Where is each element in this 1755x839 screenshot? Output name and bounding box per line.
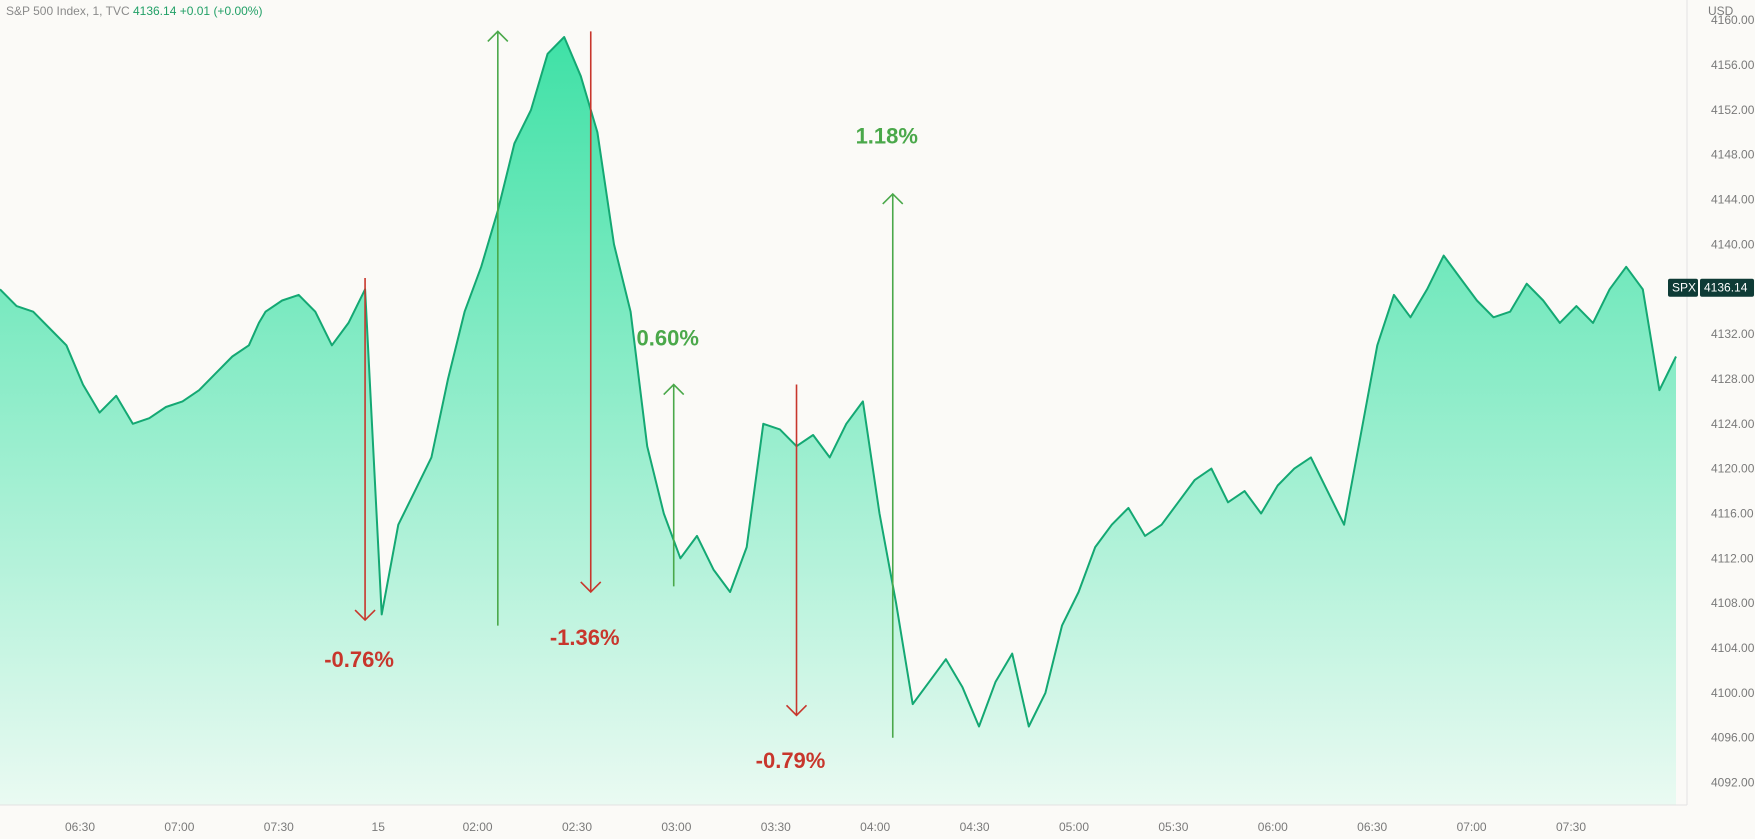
price-line: [0, 36, 1677, 728]
badge-value: 4136.14: [1704, 281, 1748, 295]
price-tick-label: 4116.00: [1711, 507, 1754, 521]
percent-change-label: -1.36%: [550, 625, 620, 650]
time-tick-label: 07:30: [264, 820, 294, 834]
percent-change-label: 1.18%: [856, 124, 918, 149]
arrow-up-icon: [487, 30, 509, 42]
price-tick-label: 4100.00: [1711, 686, 1755, 700]
price-tick-label: 4096.00: [1711, 731, 1755, 745]
percent-change-label: -0.76%: [324, 647, 394, 672]
move-annotation: -1.36%: [550, 31, 620, 650]
time-tick-label: 07:00: [1457, 820, 1487, 834]
move-annotation: -0.79%: [756, 384, 826, 773]
chart-header: S&P 500 Index, 1, TVC 4136.14 +0.01 (+0.…: [6, 4, 262, 18]
price-tick-label: 4156.00: [1711, 58, 1755, 72]
time-tick-label: 07:30: [1556, 820, 1586, 834]
time-tick-label: 04:30: [960, 820, 990, 834]
price-tick-label: 4120.00: [1711, 462, 1755, 476]
price-tick-label: 4124.00: [1711, 417, 1755, 431]
price-axis[interactable]: 4092.00 4096.00 4100.00 4104.00 4108.00 4112.…: [1711, 13, 1755, 789]
time-tick-label: 05:30: [1158, 820, 1188, 834]
time-tick-label: 06:30: [65, 820, 95, 834]
price-change-percent: (+0.00%): [213, 4, 263, 18]
badge-ticker: SPX: [1672, 281, 1696, 295]
price-tick-label: 4144.00: [1711, 193, 1755, 207]
price-tick-label: 4132.00: [1711, 327, 1755, 341]
price-tick-label: 4092.00: [1711, 776, 1755, 790]
time-tick-label: 03:00: [661, 820, 691, 834]
time-tick-label: 02:30: [562, 820, 592, 834]
arrow-up-icon: [663, 383, 685, 396]
time-tick-label: 06:00: [1258, 820, 1288, 834]
time-tick-label: 05:00: [1059, 820, 1089, 834]
price-change: +0.01: [179, 4, 211, 18]
move-annotation: 0.60%: [637, 325, 699, 587]
time-tick-label: 04:00: [860, 820, 890, 834]
price-area-fill: [0, 37, 1676, 805]
time-tick-label: 15: [372, 820, 386, 834]
area-layer: [0, 36, 1677, 805]
arrow-up-icon: [882, 192, 904, 205]
time-tick-label: 03:30: [761, 820, 791, 834]
price-tick-label: 4140.00: [1711, 237, 1755, 251]
move-annotation: 1.18%: [856, 124, 918, 738]
price-tick-label: 4108.00: [1711, 596, 1755, 610]
time-tick-label: 06:30: [1357, 820, 1387, 834]
move-annotation: 1.32%: [461, 0, 523, 626]
arrow-down-icon: [785, 704, 808, 717]
percent-change-label: -0.79%: [756, 748, 826, 773]
last-price: 4136.14: [132, 4, 177, 18]
percent-change-label: 0.60%: [637, 325, 699, 350]
price-tick-label: 4128.00: [1711, 372, 1755, 386]
arrow-down-icon: [580, 581, 602, 594]
time-axis[interactable]: 06:30 07:00 07:30 15 02:00 02:30 03:00 03:30 04:…: [65, 820, 1586, 834]
arrow-down-icon: [354, 609, 376, 622]
currency-label: USD: [1708, 4, 1734, 18]
price-tick-label: 4160.00: [1711, 13, 1755, 27]
time-tick-label: 07:00: [164, 820, 194, 834]
symbol-label: S&P 500 Index, 1, TVC: [6, 4, 130, 18]
percent-change-label: 1.32%: [461, 0, 523, 3]
move-annotation: -0.76%: [324, 278, 394, 672]
price-tick-label: 4112.00: [1711, 551, 1754, 565]
price-tick-label: 4148.00: [1711, 148, 1755, 162]
price-tick-label: 4104.00: [1711, 641, 1755, 655]
price-tick-label: 4152.00: [1711, 103, 1755, 117]
last-price-badge: SPX 4136.14: [1668, 278, 1754, 297]
annotation-layer: -0.76% 1.32% -1.36% 0.60% -0.79% 1.18%: [324, 0, 918, 773]
time-tick-label: 02:00: [463, 820, 493, 834]
